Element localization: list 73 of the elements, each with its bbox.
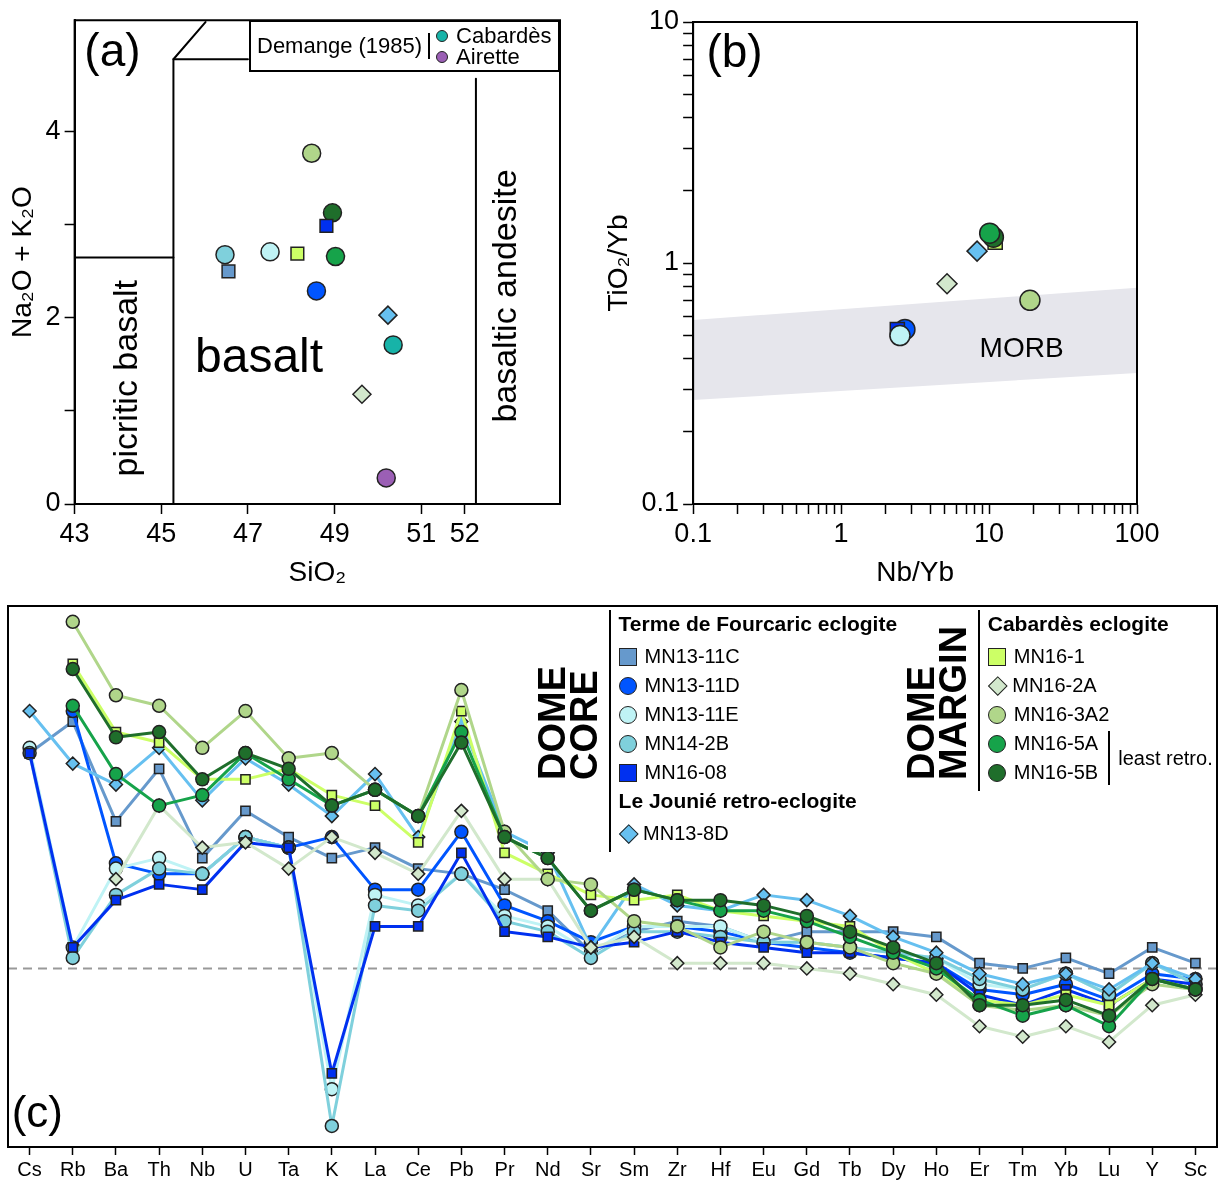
y-axis-title: Na₂O + K₂O	[5, 186, 37, 338]
legend-label: MN13-11D	[644, 674, 740, 697]
x-tick-label: Y	[1145, 1157, 1159, 1180]
x-axis-title: Nb/Yb	[876, 555, 954, 587]
legend-title: Demange (1985)	[257, 33, 431, 60]
x-tick-label: Nd	[534, 1157, 561, 1180]
x-tick-label: Sc	[1183, 1157, 1208, 1180]
annotation: (b)	[706, 25, 763, 78]
annotation: (a)	[84, 23, 141, 76]
legend-label: MN16-08	[644, 761, 727, 784]
x-tick-label: Tb	[838, 1157, 862, 1180]
x-tick-label: La	[363, 1157, 388, 1180]
x-tick-label: 0.1	[674, 517, 712, 548]
x-tick-label: Er	[969, 1157, 990, 1180]
y-tick-label: 1	[664, 246, 680, 277]
x-tick-label: Th	[147, 1157, 171, 1180]
annotation: Terme de Fourcaric eclogite	[618, 612, 898, 636]
x-tick-label: 47	[232, 517, 263, 548]
x-tick-label: Rb	[59, 1157, 86, 1180]
legend-label: MN13-11E	[644, 703, 739, 726]
annotation: DOME MARGIN	[900, 624, 975, 780]
annotation: picritic basalt	[106, 279, 145, 477]
x-tick-label: 52	[449, 517, 480, 548]
x-tick-label: U	[238, 1157, 253, 1180]
annotation: DOME CORE	[531, 665, 606, 780]
x-tick-label: 10	[974, 517, 1005, 548]
x-tick-label: Ta	[278, 1157, 301, 1180]
x-tick-label: Nb	[189, 1157, 216, 1180]
x-tick-label: Ho	[923, 1157, 950, 1180]
x-tick-label: Gd	[793, 1157, 821, 1180]
x-tick-label: Tm	[1008, 1157, 1038, 1180]
legend-label: MN16-3A2	[1013, 703, 1110, 726]
annotation: least retro.	[1108, 731, 1213, 785]
annotation: (c)	[11, 1086, 63, 1136]
x-tick-label: Hf	[710, 1157, 731, 1180]
legend-label: MN16-1	[1013, 645, 1085, 668]
x-tick-label: 100	[1114, 517, 1160, 548]
legend-label: MN13-11C	[644, 645, 740, 668]
annotation: Cabardès eclogite	[987, 612, 1170, 636]
x-tick-label: Sm	[619, 1157, 650, 1180]
x-tick-label: Zr	[667, 1157, 688, 1180]
x-tick-label: 43	[59, 517, 90, 548]
annotation: Le Jounié retro-eclogite	[618, 789, 858, 813]
legend-label: MN16-5A	[1013, 732, 1099, 755]
x-tick-label: Pb	[449, 1157, 474, 1180]
x-tick-label: Yb	[1053, 1157, 1079, 1180]
x-tick-label: Cs	[17, 1157, 42, 1180]
x-tick-label: Ba	[103, 1157, 130, 1180]
legend-label: MN16-2A	[1012, 674, 1097, 697]
x-tick-label: 49	[319, 517, 350, 548]
y-tick-label: 10	[649, 5, 680, 36]
annotation: basaltic andesite	[484, 169, 523, 423]
legend-label: MN14-2B	[644, 732, 730, 755]
y-tick-label: 0	[45, 487, 61, 518]
x-tick-label: Lu	[1097, 1157, 1121, 1180]
x-tick-label: K	[325, 1157, 340, 1180]
x-tick-label: Sr	[580, 1157, 602, 1180]
y-tick-label: 4	[45, 115, 61, 146]
x-axis-title: SiO₂	[288, 555, 347, 587]
x-tick-label: 45	[146, 517, 177, 548]
legend-label: MN16-5B	[1013, 761, 1099, 784]
x-tick-label: Ce	[405, 1157, 431, 1180]
legend-label: MN13-8D	[643, 822, 729, 845]
x-tick-label: 51	[406, 517, 437, 548]
y-tick-label: 0.1	[641, 487, 680, 518]
y-axis-title: TiO₂/Yb	[601, 214, 633, 312]
x-tick-label: Dy	[880, 1157, 906, 1180]
x-tick-label: Eu	[751, 1157, 776, 1180]
y-tick-label: 2	[45, 301, 61, 332]
x-tick-label: 1	[833, 517, 849, 548]
x-tick-label: Pr	[494, 1157, 515, 1180]
annotation: MORB	[979, 332, 1064, 364]
annotation: basalt	[195, 329, 324, 383]
